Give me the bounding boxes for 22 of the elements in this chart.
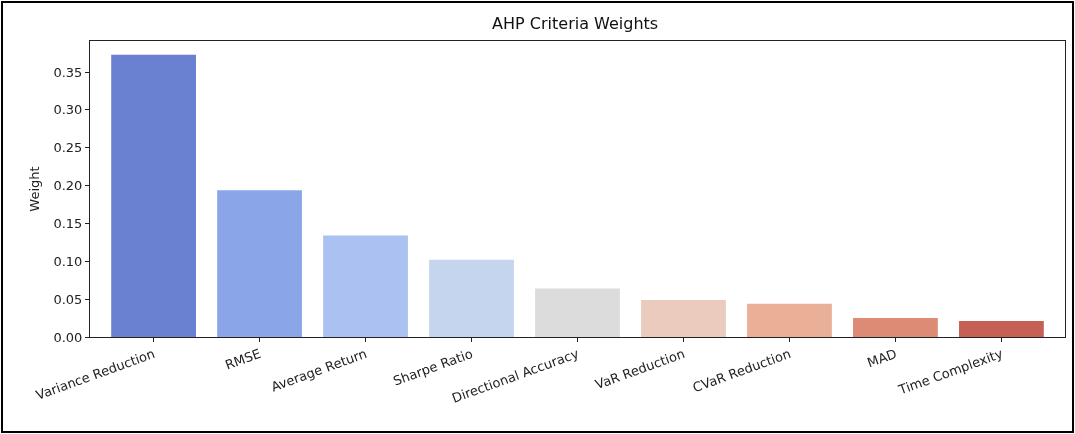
y-axis-title: Weight	[27, 166, 43, 212]
bar	[111, 54, 196, 337]
x-tick-label: RMSE	[223, 345, 263, 373]
y-tick-label: 0.10	[53, 253, 83, 269]
bar	[853, 318, 938, 337]
x-tick-label: Sharpe Ratio	[391, 345, 475, 389]
bar	[959, 321, 1044, 337]
y-tick-label: 0.15	[53, 216, 83, 231]
y-tick-label: 0.25	[53, 140, 83, 156]
bar	[535, 288, 620, 337]
bar	[641, 299, 726, 337]
chart-title: AHP Criteria Weights	[492, 14, 659, 34]
bar	[747, 303, 832, 337]
x-tick-label: MAD	[865, 345, 899, 371]
y-tick-label: 0.05	[53, 291, 83, 307]
bar	[429, 259, 514, 337]
y-tick-label: 0.00	[53, 329, 83, 345]
bar	[323, 235, 408, 337]
y-tick-label: 0.35	[53, 64, 83, 80]
y-tick-label: 0.20	[53, 178, 83, 194]
y-tick-label: 0.30	[53, 102, 83, 118]
bar	[217, 190, 302, 337]
